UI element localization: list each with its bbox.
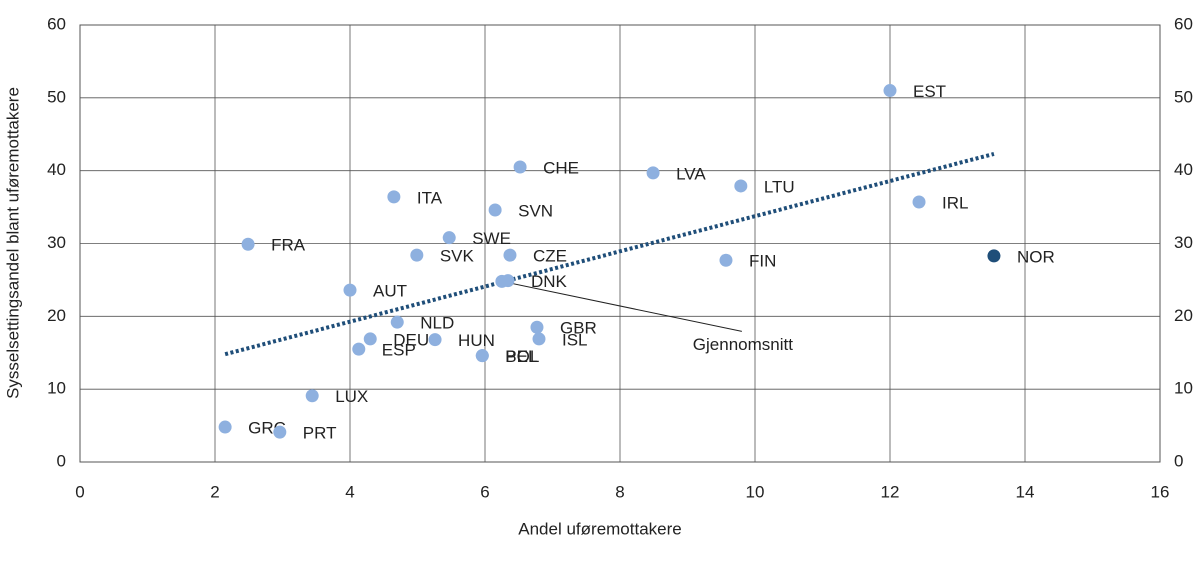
point-label: ISL	[562, 330, 588, 349]
point-label: SVK	[440, 247, 475, 266]
point	[363, 332, 377, 346]
point-label: NLD	[420, 314, 454, 333]
x-tick-label: 2	[210, 482, 219, 501]
point	[987, 249, 1001, 263]
y2-tick-label: 20	[1174, 306, 1193, 325]
x-tick-label: 16	[1151, 482, 1170, 501]
point-label: IRL	[942, 193, 968, 212]
y-tick-label: 60	[47, 14, 66, 33]
point-label: SVN	[518, 201, 553, 220]
point-label: ITA	[417, 188, 443, 207]
y2-tick-label: 10	[1174, 379, 1193, 398]
point	[352, 342, 366, 356]
point-label: LUX	[335, 387, 368, 406]
trendline	[224, 151, 995, 357]
point	[883, 84, 897, 98]
point	[530, 320, 544, 334]
point-label: POL	[505, 347, 539, 366]
point-label: CHE	[543, 159, 579, 178]
point-label: NOR	[1017, 247, 1055, 266]
point	[273, 425, 287, 439]
x-tick-label: 12	[881, 482, 900, 501]
x-tick-label: 10	[746, 482, 765, 501]
point-label: HUN	[458, 331, 495, 350]
point	[428, 333, 442, 347]
y-tick-label: 40	[47, 160, 66, 179]
point	[475, 349, 489, 363]
y-tick-label: 20	[47, 306, 66, 325]
point	[488, 203, 502, 217]
point-label: DEU	[393, 330, 429, 349]
y-tick-label: 10	[47, 379, 66, 398]
point-label: LVA	[676, 164, 706, 183]
point-label: CZE	[533, 247, 567, 266]
point-label: FRA	[271, 236, 306, 255]
point	[218, 420, 232, 434]
point	[503, 248, 517, 262]
x-tick-label: 8	[615, 482, 624, 501]
point-label: ESP	[382, 341, 416, 360]
point	[719, 253, 733, 267]
point-label: AUT	[373, 282, 407, 301]
point-label: FIN	[749, 252, 776, 271]
point	[343, 283, 357, 297]
y2-tick-label: 30	[1174, 233, 1193, 252]
x-tick-label: 0	[75, 482, 84, 501]
point	[912, 195, 926, 209]
point	[390, 315, 404, 329]
point	[442, 231, 456, 245]
y-tick-label: 30	[47, 233, 66, 252]
x-tick-label: 14	[1016, 482, 1035, 501]
point	[532, 332, 546, 346]
x-axis-label: Andel uføremottakere	[518, 519, 681, 538]
point	[513, 160, 527, 174]
y-axis-label: Sysselsettingsandel blant uføremottakere	[3, 87, 22, 399]
x-tick-label: 6	[480, 482, 489, 501]
point	[305, 389, 319, 403]
point	[410, 248, 424, 262]
point	[387, 190, 401, 204]
y2-tick-label: 0	[1174, 451, 1183, 470]
point-label: PRT	[303, 424, 337, 443]
y-tick-label: 0	[57, 451, 66, 470]
point	[501, 274, 515, 288]
annotation: Gjennomsnitt	[693, 335, 793, 354]
y2-tick-label: 60	[1174, 14, 1193, 33]
leader-line	[501, 280, 742, 332]
y2-tick-label: 50	[1174, 87, 1193, 106]
x-tick-label: 4	[345, 482, 354, 501]
y2-tick-label: 40	[1174, 160, 1193, 179]
point-label: BEL	[505, 347, 537, 366]
point-label: SWE	[472, 229, 511, 248]
point-label: EST	[913, 82, 946, 101]
point-label: GBR	[560, 319, 597, 338]
point-label: DNK	[531, 272, 568, 291]
point	[241, 237, 255, 251]
point-label: LTU	[764, 177, 795, 196]
y-tick-label: 50	[47, 87, 66, 106]
point	[646, 166, 660, 180]
point	[734, 179, 748, 193]
